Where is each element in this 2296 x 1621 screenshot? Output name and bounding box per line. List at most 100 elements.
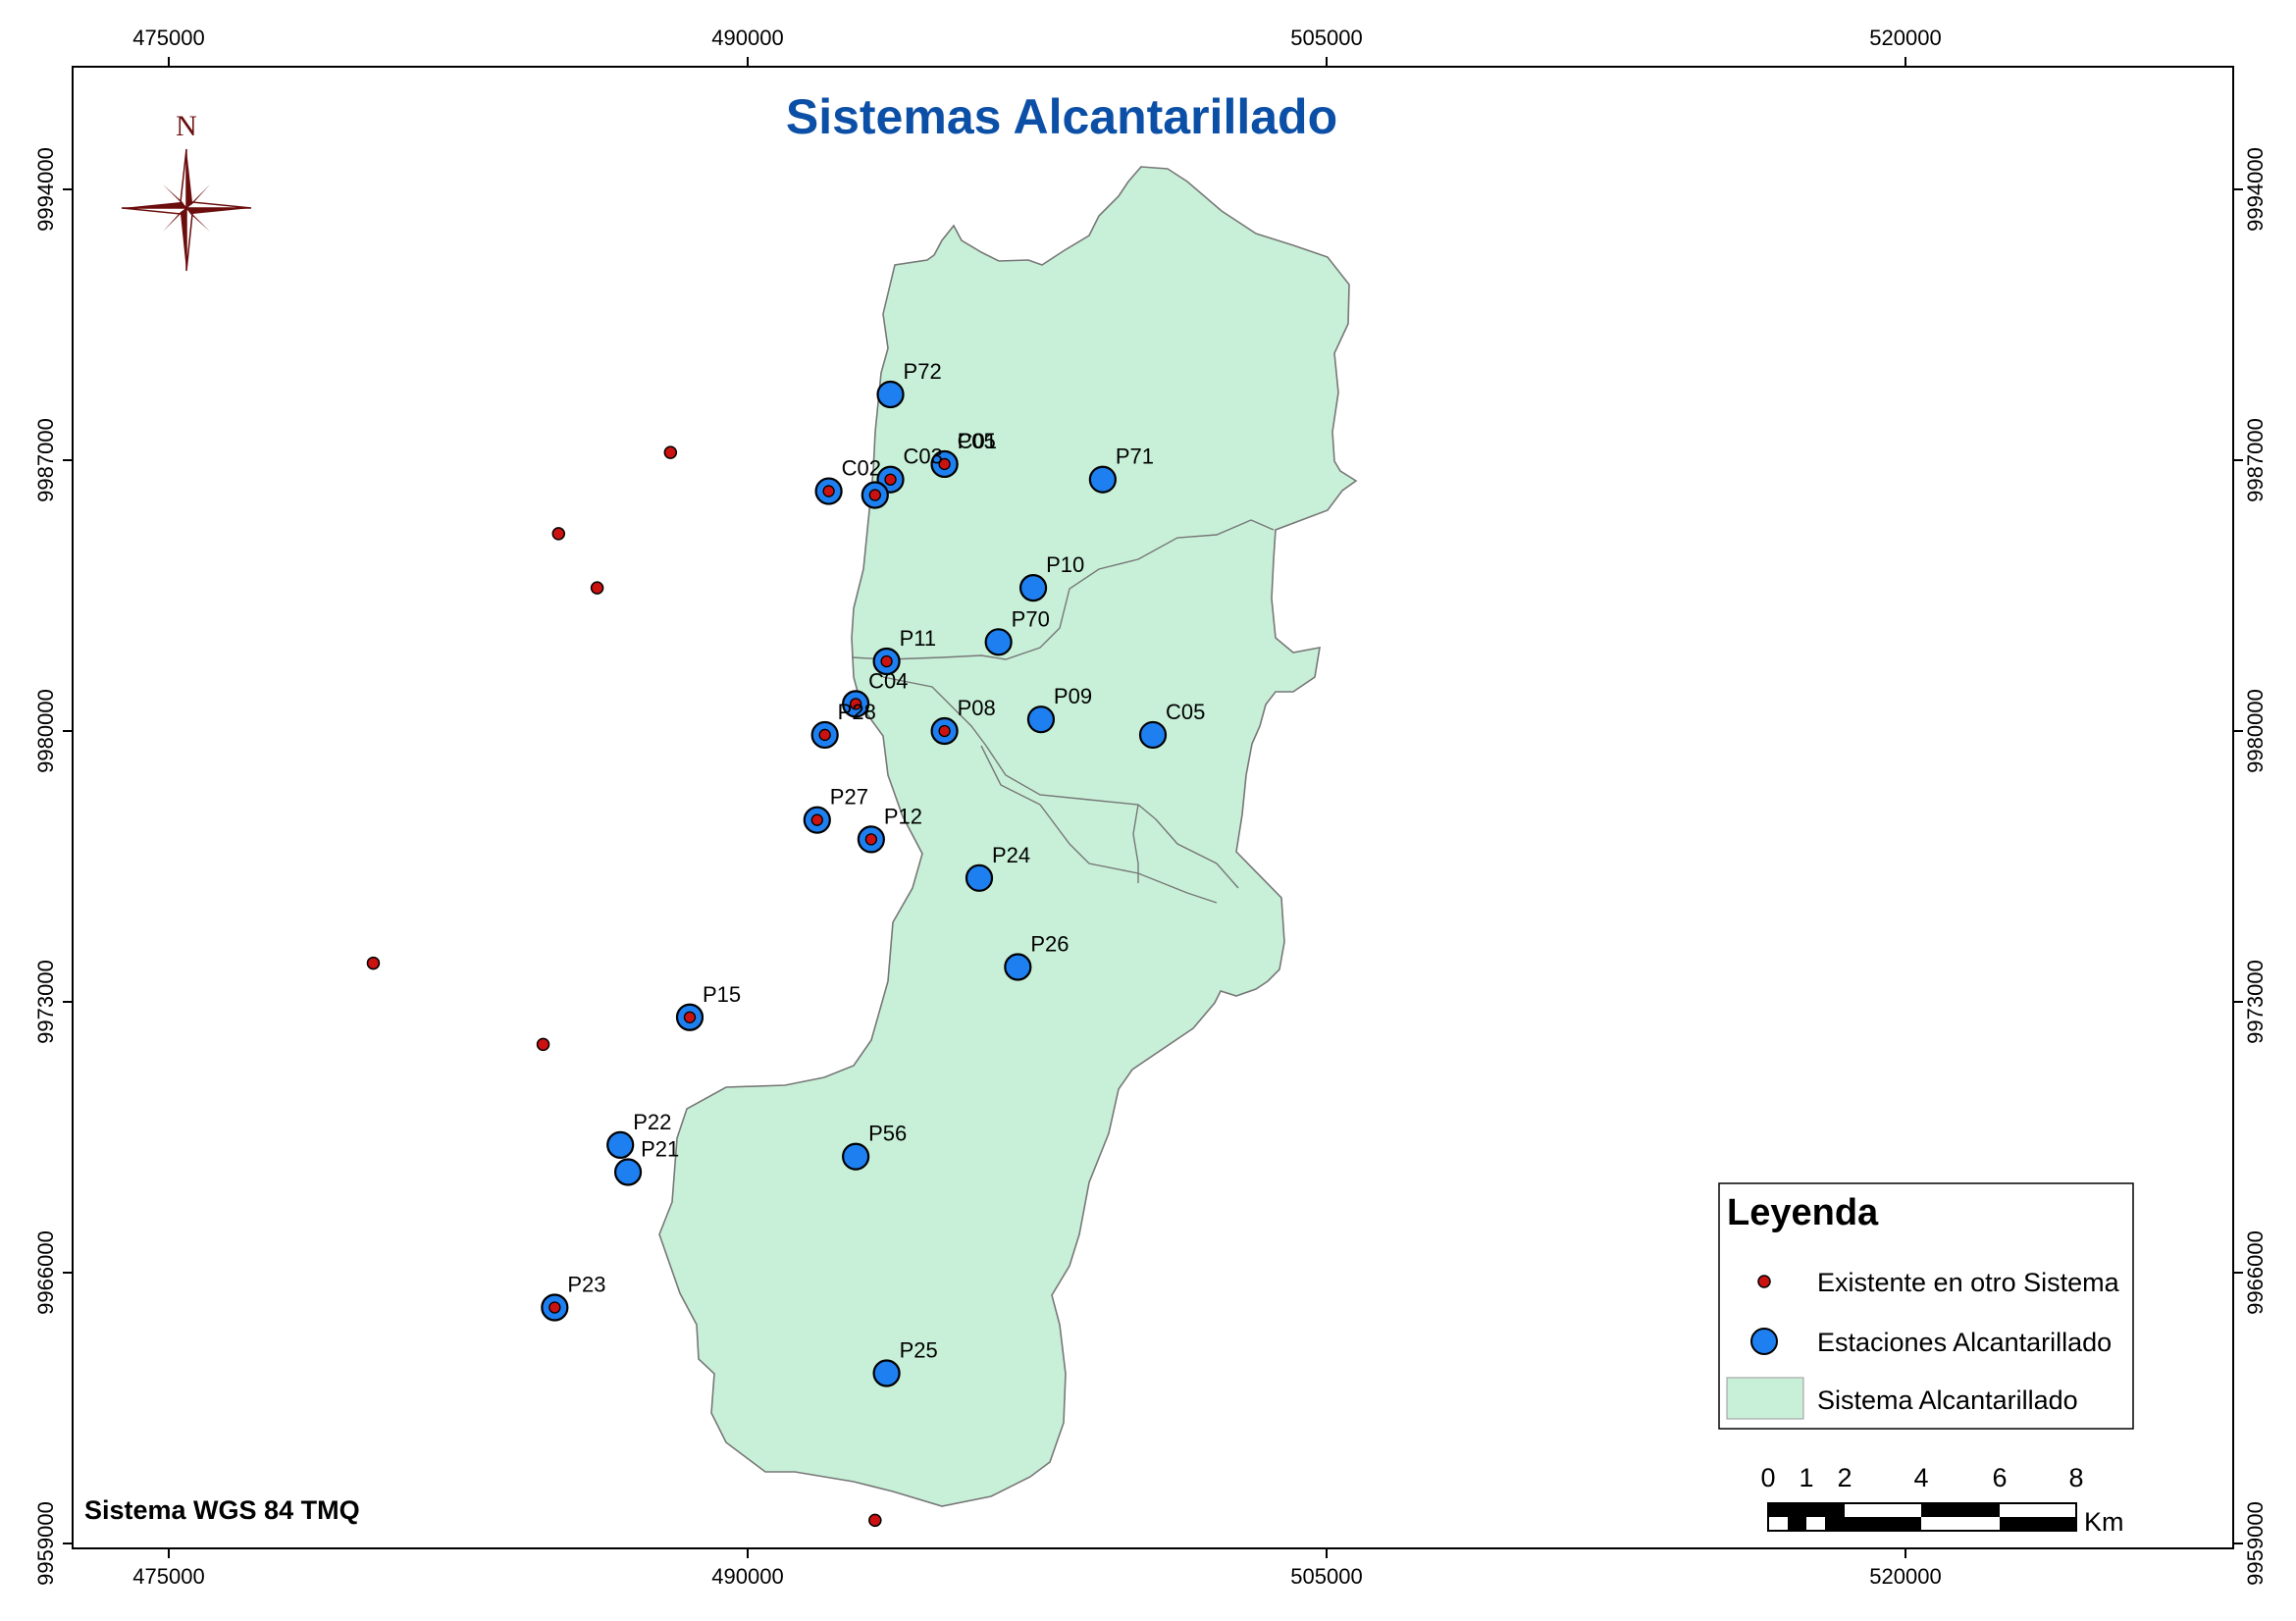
x-tick-label-bottom: 505000: [1290, 1564, 1362, 1589]
x-tick-label-bottom: 520000: [1869, 1564, 1941, 1589]
station-label: C03: [904, 444, 943, 469]
station-marker: [872, 1359, 901, 1387]
station-label: C04: [868, 668, 908, 693]
y-tick-label-right: 9980000: [2243, 689, 2268, 773]
station-marker: [1018, 574, 1048, 602]
station-label: P27: [830, 785, 868, 810]
existing-point-marker: [810, 813, 823, 826]
station-label: C02: [842, 456, 881, 481]
existing-point-marker: [864, 833, 878, 846]
station-marker: [606, 1130, 635, 1159]
existing-point-marker: [366, 956, 381, 970]
station-label: P28: [838, 700, 876, 724]
y-tick-label-right: 9973000: [2243, 960, 2268, 1044]
existing-point-marker: [663, 445, 678, 459]
legend-symbol-existing: [1757, 1275, 1771, 1288]
station-label: C01: [958, 429, 997, 453]
y-tick-label-left: 9987000: [33, 418, 58, 502]
existing-point-marker: [884, 473, 897, 486]
x-tick-label-top: 475000: [132, 26, 204, 50]
existing-point-marker: [880, 654, 893, 668]
station-label: P25: [900, 1338, 938, 1363]
existing-point-marker: [822, 485, 835, 497]
scale-label-0: 0: [1760, 1463, 1775, 1492]
legend-symbol-area: [1726, 1377, 1804, 1420]
station-label: P11: [900, 626, 937, 651]
station-label: P71: [1116, 444, 1154, 469]
y-tick-label-right: 9987000: [2243, 418, 2268, 502]
coordinate-ticks: 475000 475000 490000 490000 505000 505000 5200…: [33, 26, 2268, 1589]
station-label: P24: [992, 843, 1030, 867]
scale-label-1: 1: [1799, 1463, 1813, 1492]
station-marker: [876, 380, 905, 409]
x-tick-label-bottom: 490000: [711, 1564, 783, 1589]
station-label: P12: [884, 804, 922, 828]
scale-label-6: 6: [1992, 1463, 2007, 1492]
existing-point-marker: [590, 581, 604, 595]
station-marker: [613, 1158, 643, 1186]
station-label: P09: [1054, 684, 1092, 708]
north-arrow-icon: [121, 148, 252, 272]
map-title: Sistemas Alcantarillado: [786, 89, 1337, 144]
sewer-system-area: [658, 166, 1358, 1507]
station-label: P56: [868, 1122, 907, 1146]
station-label: P10: [1046, 552, 1084, 577]
station-label: P22: [633, 1110, 671, 1134]
y-tick-label-left: 9980000: [33, 689, 58, 773]
existing-point-marker: [548, 1301, 561, 1314]
station-marker: [1138, 720, 1168, 750]
legend-label-existing: Existente en otro Sistema: [1817, 1268, 2120, 1297]
station-label: P05: [958, 429, 996, 453]
sewer-system-polygon: [658, 166, 1358, 1507]
existing-point-marker: [938, 457, 951, 471]
y-tick-label-right: 9966000: [2243, 1230, 2268, 1315]
y-tick-label-left: 9966000: [33, 1230, 58, 1315]
legend-symbol-station: [1750, 1328, 1778, 1355]
station-marker: [1026, 706, 1056, 734]
station-marker: [1004, 953, 1032, 981]
existing-point-marker: [868, 489, 881, 501]
y-tick-label-left: 9973000: [33, 960, 58, 1044]
north-label: N: [176, 110, 197, 142]
y-tick-label-right: 9959000: [2243, 1501, 2268, 1586]
existing-point-marker: [938, 724, 951, 738]
station-label: P21: [641, 1136, 679, 1161]
existing-point-marker: [868, 1513, 882, 1528]
scale-unit: Km: [2084, 1507, 2124, 1537]
scale-label-4: 4: [1913, 1463, 1928, 1492]
scale-bar: 0 1 2 4 6 8 Km: [1760, 1463, 2123, 1537]
x-tick-label-top: 505000: [1290, 26, 1362, 50]
sub-basin-boundary: [882, 676, 1239, 889]
legend-title: Leyenda: [1727, 1192, 1879, 1233]
station-marker: [842, 1142, 870, 1171]
crs-label: Sistema WGS 84 TMQ: [84, 1495, 360, 1525]
legend-label-area: Sistema Alcantarillado: [1817, 1386, 2078, 1415]
sub-basin-boundary: [1132, 804, 1139, 883]
station-label: C05: [1166, 700, 1205, 724]
station-label: P26: [1030, 932, 1069, 957]
scale-label-8: 8: [2068, 1463, 2083, 1492]
y-tick-label-left: 9994000: [33, 147, 58, 232]
y-tick-label-right: 9994000: [2243, 147, 2268, 232]
y-tick-label-left: 9959000: [33, 1501, 58, 1586]
sub-basin-boundary: [980, 745, 1041, 806]
x-tick-label-top: 520000: [1869, 26, 1941, 50]
station-marker: [1088, 465, 1117, 494]
existing-point-marker: [818, 728, 831, 742]
station-label: P08: [958, 696, 996, 720]
station-label: P15: [703, 982, 741, 1007]
x-tick-label-top: 490000: [711, 26, 783, 50]
station-marker: [984, 628, 1013, 656]
sub-basin-boundary: [1039, 804, 1218, 904]
station-label: P72: [904, 359, 942, 384]
legend: Leyenda Existente en otro Sistema Estaci…: [1718, 1182, 2134, 1430]
x-tick-label-bottom: 475000: [132, 1564, 204, 1589]
existing-point-marker: [536, 1037, 550, 1052]
station-marker: [965, 863, 994, 892]
legend-label-station: Estaciones Alcantarillado: [1817, 1328, 2112, 1357]
station-label: P70: [1012, 606, 1050, 631]
existing-point-marker: [683, 1011, 697, 1023]
scale-label-2: 2: [1837, 1463, 1852, 1492]
